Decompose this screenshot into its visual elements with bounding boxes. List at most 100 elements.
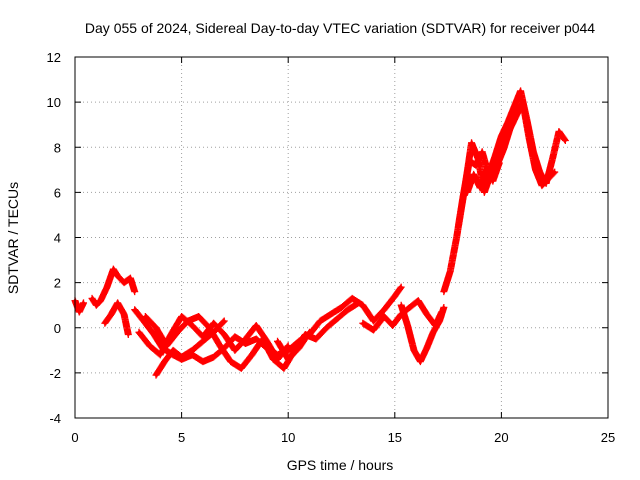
data-point — [239, 366, 243, 370]
data-point — [133, 308, 137, 312]
series-track-7 — [152, 317, 228, 379]
data-point — [361, 303, 365, 307]
data-point — [233, 335, 237, 339]
data-point — [143, 314, 147, 318]
data-point — [77, 310, 81, 314]
x-tick-label: 5 — [178, 430, 185, 445]
x-tick-label: 15 — [388, 430, 402, 445]
data-point — [94, 303, 98, 307]
data-point — [90, 296, 94, 300]
data-point — [448, 269, 452, 273]
data-point — [470, 141, 474, 145]
data-point — [557, 129, 561, 133]
x-tick-label: 10 — [281, 430, 295, 445]
y-tick-label: 2 — [54, 276, 61, 291]
data-point — [276, 357, 280, 361]
data-point — [197, 314, 201, 318]
data-point — [218, 344, 222, 348]
data-point — [154, 373, 158, 377]
data-series — [71, 87, 569, 379]
data-point — [350, 296, 354, 300]
y-tick-label: 10 — [47, 95, 61, 110]
data-point — [133, 290, 137, 294]
data-point — [491, 179, 495, 183]
data-point — [506, 120, 510, 124]
data-point — [499, 134, 503, 138]
data-point — [455, 236, 459, 239]
y-tick-label: -2 — [49, 366, 61, 381]
data-point — [152, 333, 156, 337]
data-point — [222, 319, 226, 323]
data-point — [425, 346, 429, 350]
data-point — [318, 319, 322, 323]
data-point — [497, 161, 501, 165]
data-point — [406, 323, 410, 327]
data-point — [408, 305, 412, 309]
data-point — [438, 319, 442, 323]
data-point — [329, 312, 333, 316]
data-point — [103, 321, 107, 325]
data-point — [361, 321, 365, 325]
series-track-8 — [274, 328, 314, 363]
data-point — [519, 89, 523, 93]
data-point — [442, 290, 446, 294]
data-point — [463, 184, 467, 188]
data-point — [282, 366, 286, 370]
data-point — [111, 267, 115, 271]
data-point — [480, 150, 484, 154]
data-point — [371, 328, 375, 332]
data-point — [105, 285, 109, 289]
y-tick-label: 4 — [54, 231, 61, 246]
data-point — [553, 170, 557, 174]
data-point — [148, 344, 152, 348]
data-point — [244, 337, 248, 341]
data-point — [222, 333, 226, 337]
data-point — [416, 299, 420, 303]
data-point — [425, 312, 429, 316]
data-point — [314, 337, 318, 341]
data-point — [382, 314, 386, 318]
x-tick-label: 0 — [71, 430, 78, 445]
data-point — [122, 312, 126, 316]
data-point — [512, 105, 516, 109]
x-tick-label: 20 — [494, 430, 508, 445]
data-point — [212, 330, 216, 334]
data-point — [190, 348, 194, 352]
data-point — [551, 157, 555, 161]
data-point — [465, 190, 469, 194]
data-point — [457, 222, 461, 226]
data-point — [163, 360, 167, 364]
data-point — [478, 186, 482, 190]
y-axis-label: SDTVAR / TECUs — [5, 182, 21, 294]
data-point — [158, 353, 162, 357]
data-point — [99, 299, 103, 303]
data-point — [431, 330, 435, 334]
y-tick-label: 12 — [47, 50, 61, 65]
series-track-2 — [88, 265, 139, 309]
data-point — [276, 339, 280, 343]
data-point — [514, 114, 518, 118]
data-point — [116, 301, 120, 305]
data-point — [286, 344, 290, 348]
y-tick-label: -4 — [49, 411, 61, 426]
y-tick-label: 0 — [54, 321, 61, 336]
data-point — [472, 172, 476, 176]
series-track-10 — [397, 301, 448, 366]
data-point — [482, 190, 486, 194]
data-point — [128, 276, 132, 280]
data-point — [171, 348, 175, 352]
data-point — [116, 274, 120, 278]
data-point — [534, 168, 538, 172]
data-point — [109, 312, 113, 316]
data-point — [180, 314, 184, 318]
data-point — [412, 348, 416, 352]
data-point — [201, 360, 205, 364]
data-point — [484, 168, 488, 172]
data-point — [393, 294, 397, 298]
series-track-13 — [463, 159, 503, 196]
data-point — [286, 357, 290, 361]
data-point — [399, 303, 403, 307]
series-track-6 — [135, 312, 292, 363]
data-point — [250, 353, 254, 357]
